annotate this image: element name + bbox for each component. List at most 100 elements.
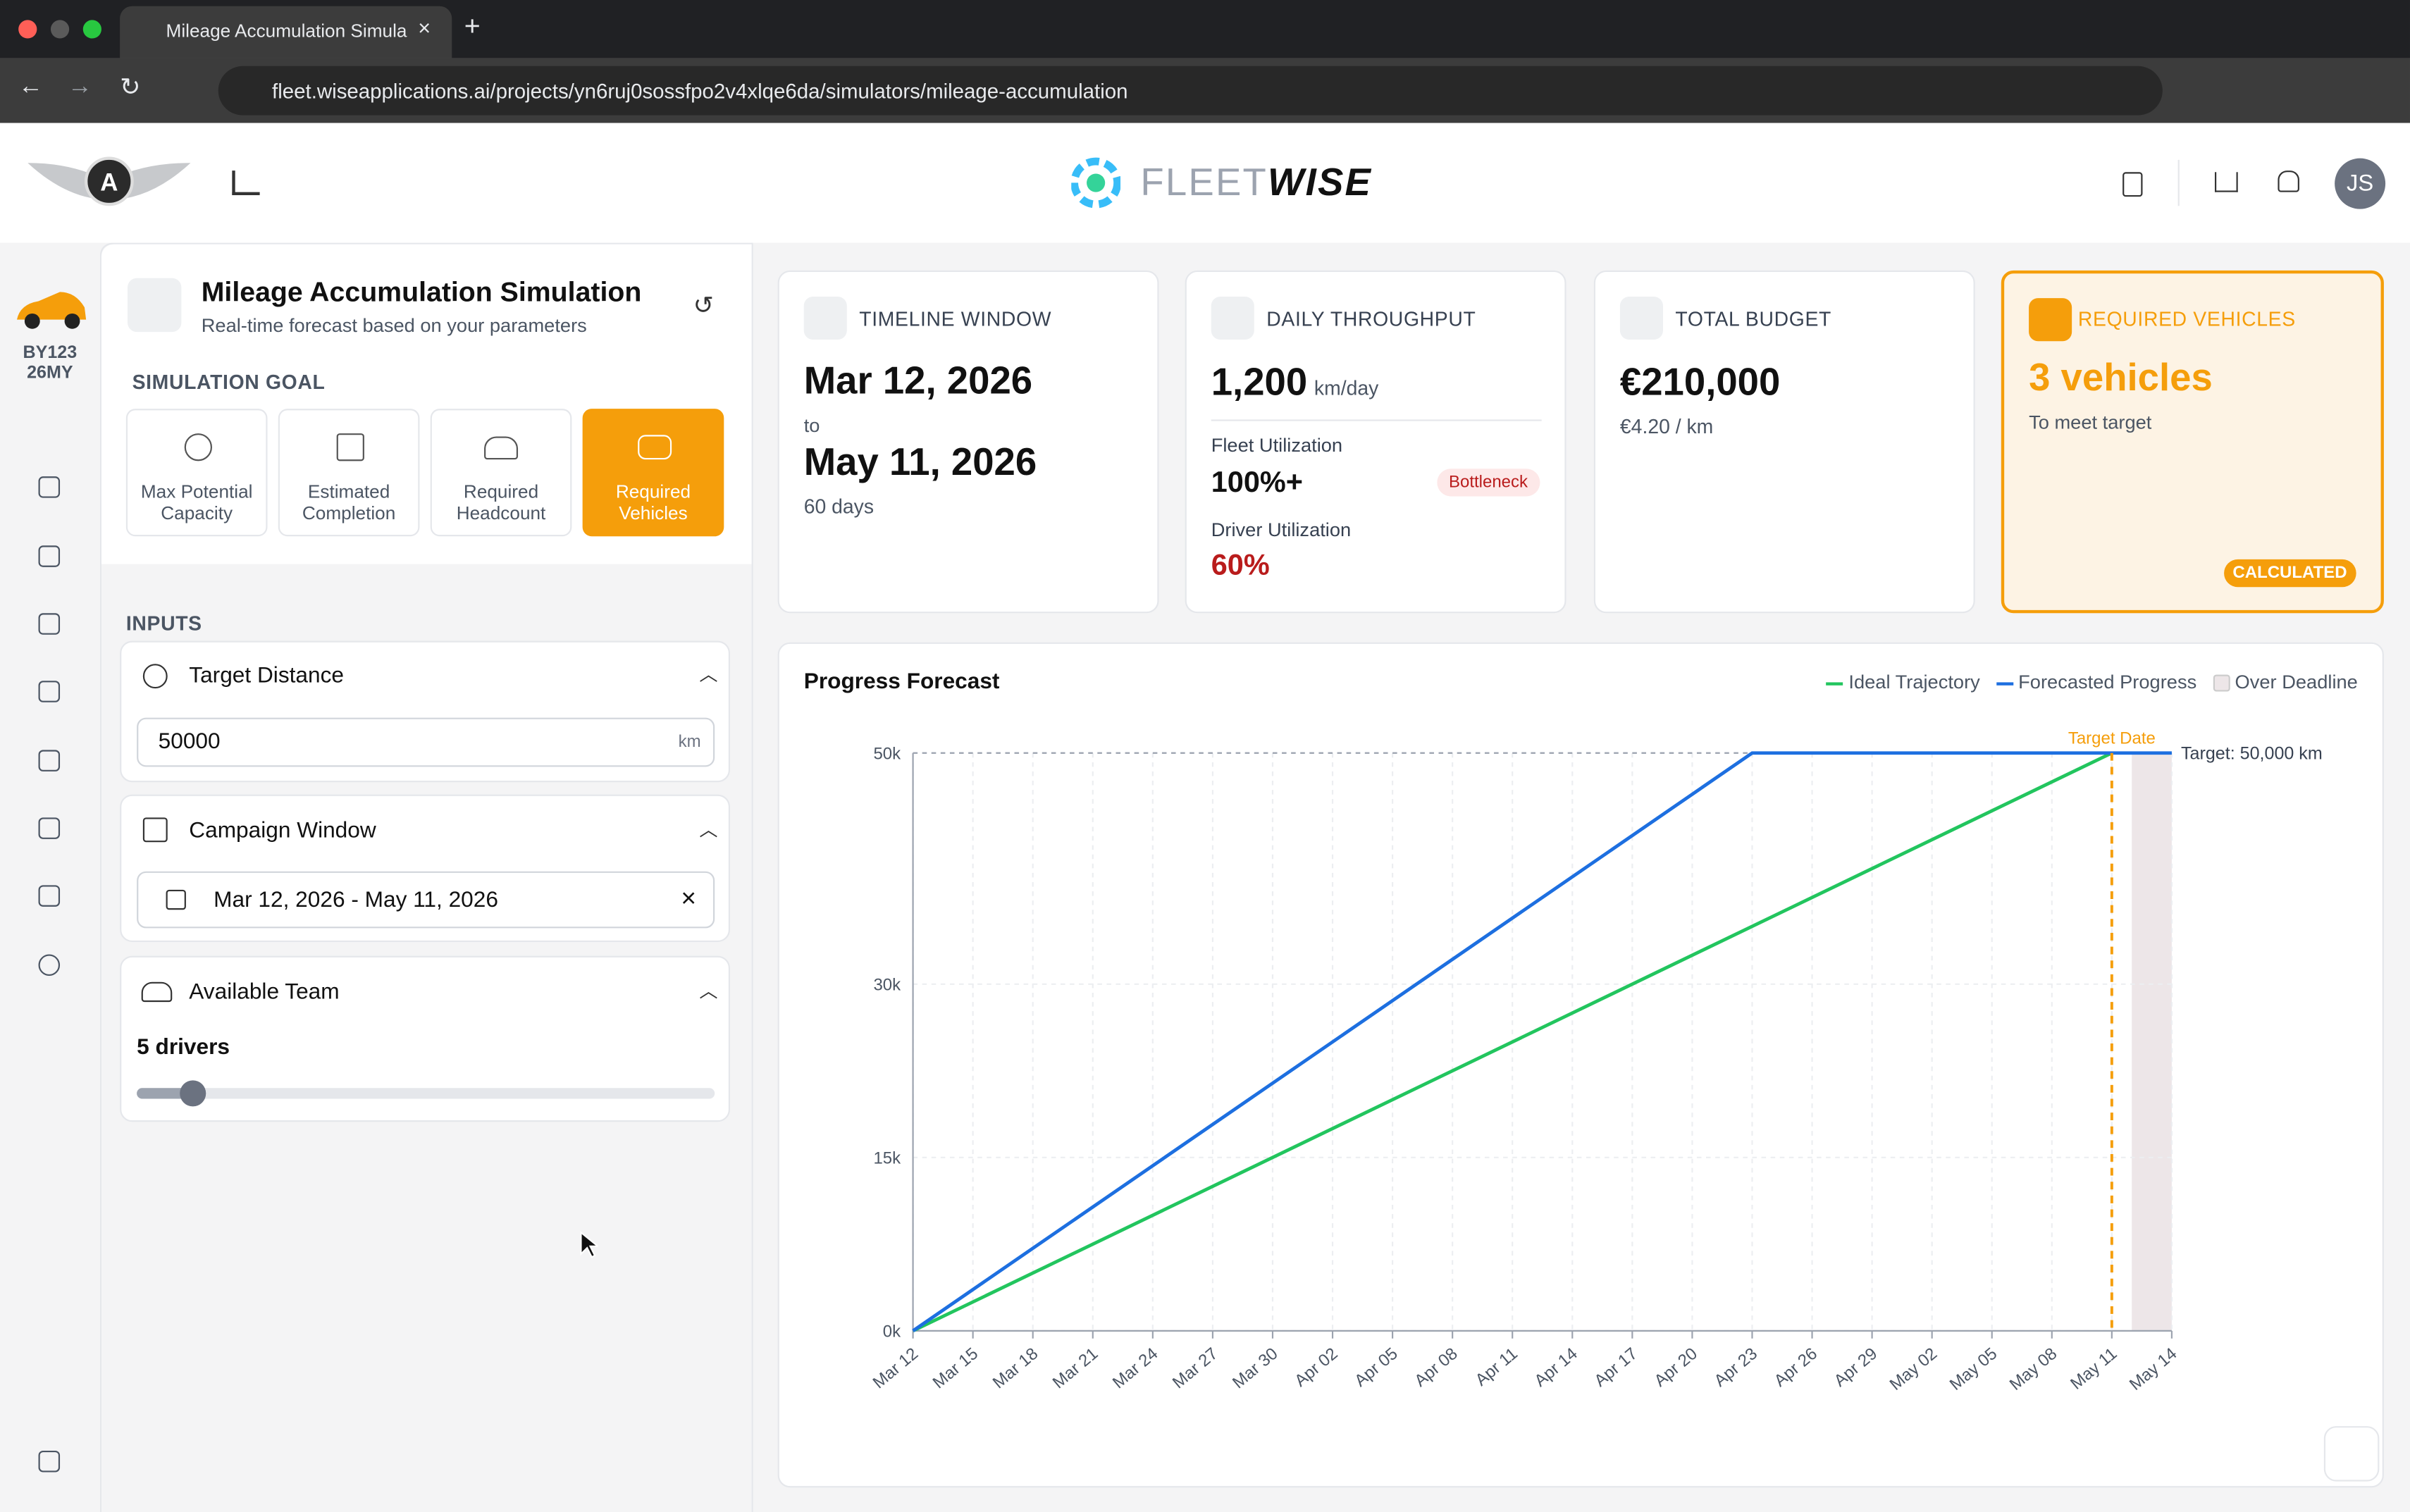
tab-bar: Mileage Accumulation Simula × +	[0, 0, 2410, 58]
x-tick-label: May 02	[1886, 1344, 1941, 1394]
slider-thumb[interactable]	[180, 1080, 206, 1107]
legend-label[interactable]: Over Deadline	[2235, 671, 2358, 693]
y-tick-label: 15k	[873, 1149, 901, 1168]
card-label: REQUIRED VEHICLES	[2077, 307, 2296, 330]
goal-option[interactable]: Max Potential Capacity	[125, 409, 268, 537]
nav-packages[interactable]	[38, 545, 61, 567]
x-tick-label: Apr 20	[1651, 1344, 1701, 1391]
team-slider[interactable]	[137, 1088, 715, 1099]
wordmark-bold: WISE	[1267, 161, 1373, 205]
nav-files[interactable]	[38, 681, 61, 702]
side-nav: BY123 26MY	[0, 242, 100, 1512]
minimize-window[interactable]	[50, 20, 70, 39]
svg-text:A: A	[100, 168, 118, 196]
address-bar[interactable]: fleet.wiseapplications.ai/projects/yn6ru…	[218, 66, 2163, 116]
input-label: Target Distance	[189, 664, 345, 689]
collapse-toggle[interactable]: ︿	[699, 980, 718, 1003]
goal-icon	[484, 436, 519, 460]
throughput-card: DAILY THROUGHPUT 1,200 km/day Fleet Util…	[1185, 270, 1566, 614]
goal-option[interactable]: Required Headcount	[430, 409, 572, 537]
fleetwise-mark	[1071, 157, 1121, 209]
legend-label[interactable]: Ideal Trajectory	[1848, 671, 1980, 693]
collapse-toggle[interactable]: ︿	[699, 664, 718, 686]
campaign-window-card: Campaign Window ︿ Mar 12, 2026 - May 11,…	[120, 794, 731, 943]
maximize-window[interactable]	[82, 20, 101, 39]
home-icon[interactable]	[2214, 172, 2238, 192]
budget-card: TOTAL BUDGET €210,000 €4.20 / km	[1593, 270, 1975, 614]
y-tick-label: 0k	[883, 1322, 901, 1341]
tab-title: Mileage Accumulation Simula	[166, 20, 407, 42]
nav-settings[interactable]	[38, 954, 61, 977]
goal-icon	[638, 435, 672, 460]
goal-option[interactable]: Estimated Completion	[278, 409, 420, 537]
clear-button[interactable]: ×	[681, 884, 697, 913]
forward-button[interactable]: →	[67, 73, 92, 100]
bookmark-icon[interactable]	[2122, 172, 2143, 197]
x-tick-label: Mar 21	[1049, 1344, 1102, 1393]
x-tick-label: Apr 23	[1711, 1344, 1761, 1391]
close-window[interactable]	[18, 20, 37, 39]
target-distance-card: Target Distance ︿ 50000 km	[120, 640, 731, 783]
available-team-card: Available Team ︿ 5 drivers	[120, 955, 731, 1122]
duration: 60 days	[803, 495, 875, 519]
nav-dashboard[interactable]	[38, 476, 61, 498]
panel-subtitle: Real-time forecast based on your paramet…	[201, 315, 587, 337]
x-tick-label: Apr 11	[1472, 1344, 1521, 1390]
vehicles-card: REQUIRED VEHICLES 3 vehicles To meet tar…	[2001, 270, 2384, 614]
nav-calendar[interactable]	[38, 750, 61, 772]
target-input[interactable]: 50000 km	[137, 717, 715, 767]
vehicle-id: BY123 26MY	[0, 345, 100, 385]
reset-button[interactable]: ↺	[693, 293, 714, 320]
simulation-icon	[128, 278, 182, 333]
date-icon	[166, 889, 186, 910]
mouse-cursor	[580, 1231, 598, 1258]
card-label: TIMELINE WINDOW	[859, 307, 1052, 330]
collapse-toggle[interactable]: ︿	[699, 819, 718, 841]
nav-collapse[interactable]	[38, 1450, 61, 1473]
nav-compliance[interactable]	[38, 817, 61, 839]
input-value: 50000	[158, 730, 221, 755]
legend-swatch	[2212, 674, 2230, 692]
input-value: Mar 12, 2026 - May 11, 2026	[214, 888, 498, 913]
nav-reports[interactable]	[38, 885, 61, 907]
slider-fill	[137, 1088, 194, 1099]
reload-button[interactable]: ↻	[120, 75, 141, 101]
back-button[interactable]: ←	[18, 73, 44, 100]
nav-tasks[interactable]	[38, 613, 61, 635]
card-label: TOTAL BUDGET	[1675, 307, 1832, 330]
tab-close[interactable]: ×	[418, 15, 431, 40]
vehicles-note: To meet target	[2029, 411, 2152, 434]
app-header: A FLEETWISE JS	[0, 123, 2410, 243]
value: 1,200	[1211, 361, 1308, 404]
fleetwise-wordmark: FLEETWISE	[1140, 161, 1372, 206]
card-icon	[1211, 296, 1254, 340]
legend-label[interactable]: Forecasted Progress	[2018, 671, 2197, 693]
goal-text: Required Headcount	[456, 481, 546, 524]
divider	[2177, 159, 2180, 206]
driver-value: 60%	[1211, 550, 1270, 583]
inputs-label: INPUTS	[125, 612, 202, 635]
input-unit: km	[678, 733, 701, 752]
vehicle-line1: BY123	[23, 344, 78, 363]
goal-text: Max Potential Capacity	[140, 481, 253, 524]
date-range-input[interactable]: Mar 12, 2026 - May 11, 2026 ×	[137, 871, 715, 929]
legend: Ideal Trajectory Forecasted Progress Ove…	[1826, 671, 2358, 693]
assistant-button[interactable]	[2323, 1426, 2380, 1482]
x-tick-label: May 14	[2126, 1344, 2181, 1394]
start-date: Mar 12, 2026	[803, 359, 1033, 403]
wordmark-light: FLEET	[1140, 161, 1268, 205]
notifications-icon[interactable]	[2278, 171, 2299, 192]
x-tick-label: Apr 02	[1291, 1344, 1341, 1391]
new-tab[interactable]: +	[464, 11, 481, 42]
fleet-label: Fleet Utilization	[1211, 435, 1343, 457]
x-tick-label: Apr 08	[1411, 1344, 1461, 1391]
calendar-icon	[142, 817, 168, 843]
x-tick-label: Mar 30	[1229, 1344, 1282, 1393]
user-avatar[interactable]: JS	[2335, 158, 2386, 209]
goal-option-selected[interactable]: Required Vehicles	[582, 409, 724, 537]
budget-value: €210,000	[1619, 361, 1781, 404]
analytics-icon[interactable]	[232, 171, 260, 196]
legend-swatch	[1996, 681, 2013, 686]
active-tab[interactable]: Mileage Accumulation Simula ×	[120, 6, 452, 58]
